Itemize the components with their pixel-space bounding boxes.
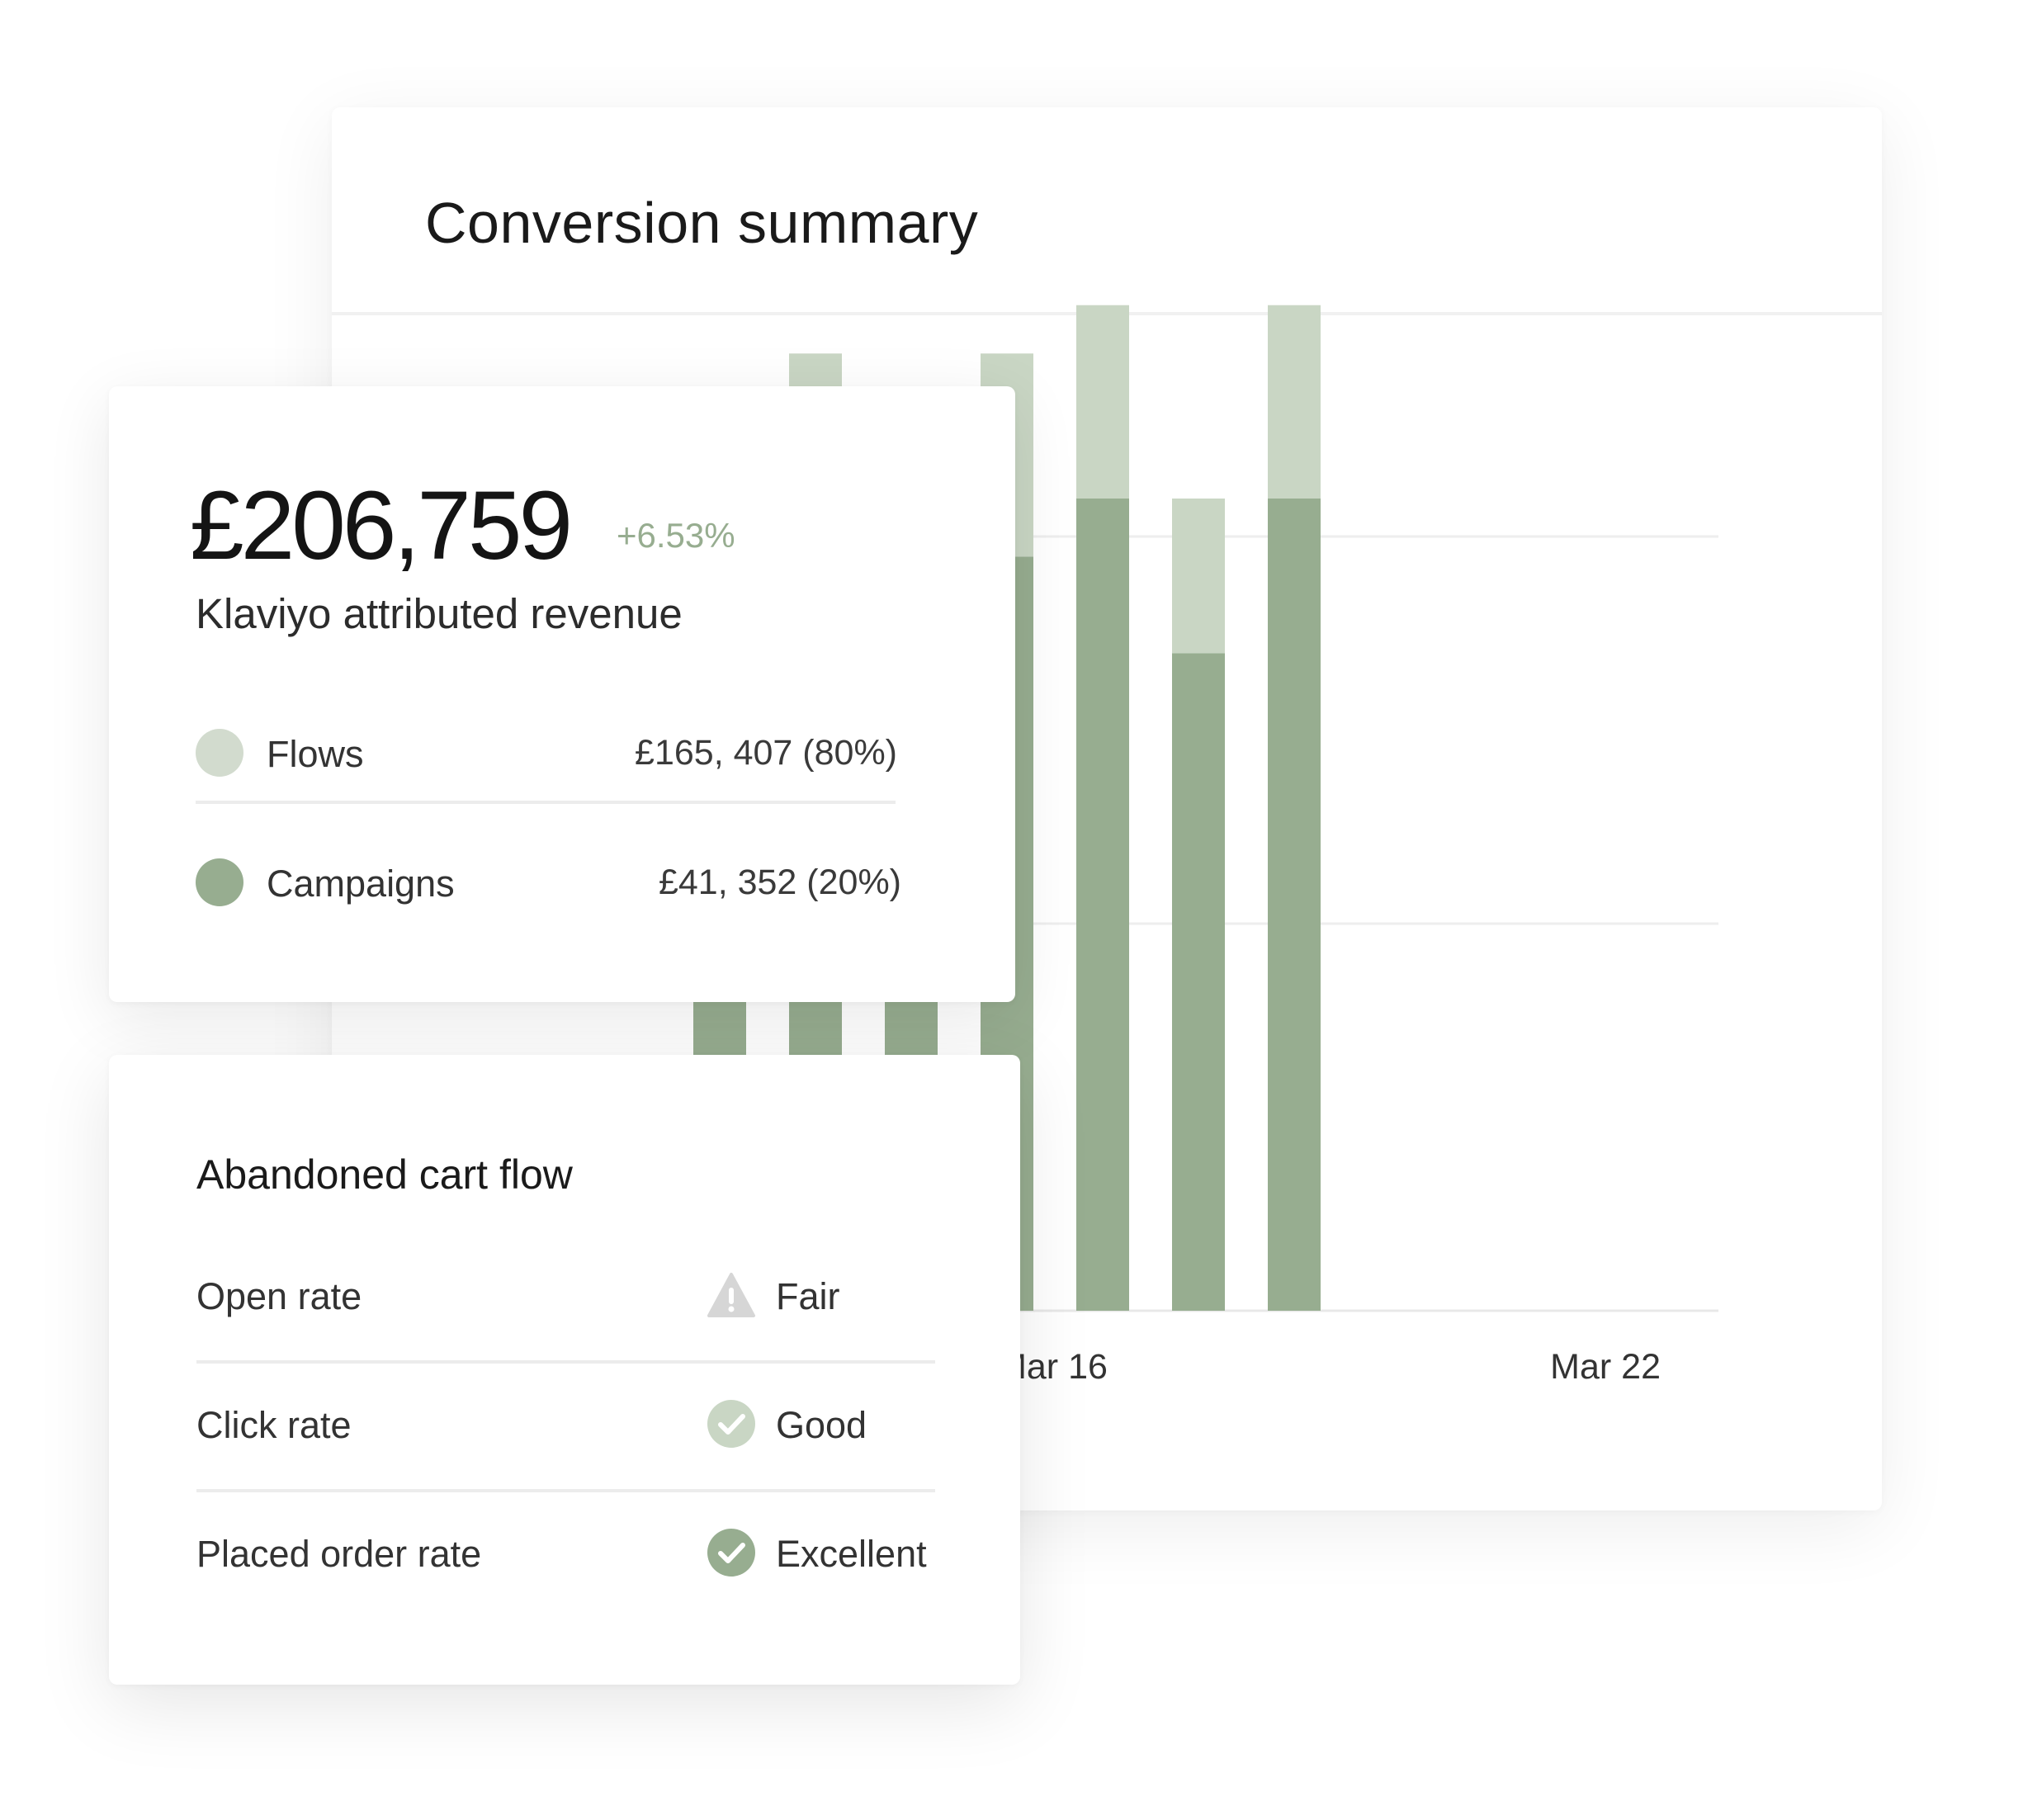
revenue-label: Klaviyo attributed revenue — [196, 590, 683, 637]
legend-value: £165, 407 (80%) — [635, 733, 897, 773]
metric-row-click-rate: Click rate Good — [196, 1388, 935, 1454]
bar-flows-11 — [1268, 305, 1321, 499]
abandoned-cart-title: Abandoned cart flow — [196, 1151, 573, 1198]
metric-divider — [196, 1489, 935, 1492]
bar-campaigns-11 — [1268, 499, 1321, 1311]
metric-row-placed-order-rate: Placed order rate Excellent — [196, 1517, 935, 1583]
metric-label: Click rate — [196, 1404, 352, 1446]
campaigns-dot-icon — [196, 858, 243, 906]
metric-status: Fair — [776, 1275, 840, 1317]
bar-flows-9 — [1076, 305, 1129, 499]
metric-status: Excellent — [776, 1533, 927, 1575]
bar-flows-10 — [1172, 499, 1225, 654]
bar-campaigns-9 — [1076, 499, 1129, 1311]
revenue-card: £206,759 +6.53% Klaviyo attributed reven… — [109, 386, 1015, 1002]
check-circle-icon — [707, 1529, 755, 1577]
metric-row-open-rate: Open rate Fair — [196, 1260, 935, 1326]
bar-campaigns-10 — [1172, 653, 1225, 1311]
metric-label: Open rate — [196, 1275, 362, 1317]
legend-item-flows: Flows £165, 407 (80%) — [196, 719, 897, 785]
revenue-total: £206,759 — [190, 471, 573, 580]
legend-value: £41, 352 (20%) — [658, 863, 901, 902]
revenue-change-badge: +6.53% — [617, 516, 735, 555]
metric-status: Good — [776, 1404, 867, 1446]
legend-item-campaigns: Campaigns £41, 352 (20%) — [196, 849, 901, 915]
x-tick-label: Mar 22 — [1550, 1347, 1661, 1387]
flows-dot-icon — [196, 729, 243, 777]
chart-x-ticks: Mar 16 Mar 22 — [997, 1347, 1661, 1387]
abandoned-cart-card: Abandoned cart flow Open rate Fair Click… — [109, 1055, 1020, 1685]
metric-label: Placed order rate — [196, 1533, 482, 1575]
check-circle-light-icon — [707, 1400, 755, 1448]
legend-divider — [196, 801, 896, 804]
metric-divider — [196, 1360, 935, 1364]
legend-name: Campaigns — [267, 863, 455, 905]
conversion-summary-title: Conversion summary — [425, 191, 979, 255]
legend-name: Flows — [267, 733, 364, 775]
warning-triangle-icon — [707, 1273, 755, 1317]
